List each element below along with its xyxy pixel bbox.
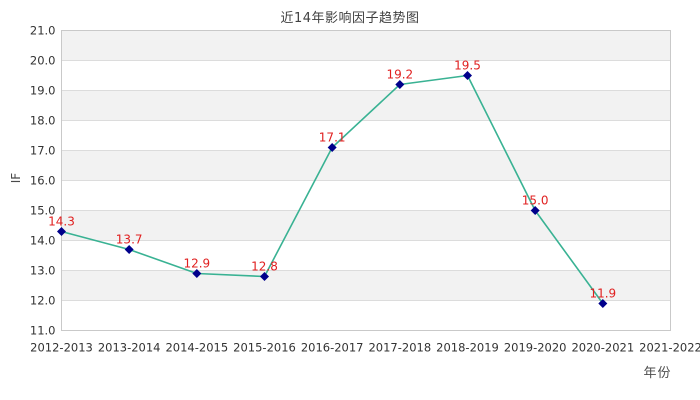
x-tick-label: 2018-2019: [436, 341, 499, 355]
y-tick-label: 15.0: [30, 204, 56, 218]
y-tick-label: 17.0: [30, 144, 56, 158]
y-tick-label: 11.0: [30, 324, 56, 338]
x-tick-label: 2013-2014: [98, 341, 161, 355]
data-point-value-label: 12.8: [251, 260, 278, 274]
x-tick-label: 2020-2021: [571, 341, 634, 355]
grid-band: [61, 120, 671, 151]
x-axis-title: 年份: [643, 366, 672, 381]
grid-band: [61, 180, 671, 211]
x-tick-label: 2015-2016: [233, 341, 296, 355]
y-tick-label: 13.0: [30, 264, 56, 278]
y-tick-label: 16.0: [30, 174, 56, 188]
y-tick-label: 14.0: [30, 234, 56, 248]
y-tick-label: 18.0: [30, 114, 56, 128]
grid-band: [61, 300, 671, 331]
y-axis-title: IF: [9, 172, 23, 184]
y-tick-label: 20.0: [30, 54, 56, 68]
data-point-marker: [327, 142, 337, 153]
data-point-value-label: 19.2: [386, 68, 413, 82]
grid-band: [61, 150, 671, 181]
grid-band: [61, 30, 671, 61]
grid-band: [61, 270, 671, 301]
data-point-value-label: 15.0: [522, 194, 549, 208]
y-tick-label: 19.0: [30, 84, 56, 98]
data-point-marker: [598, 298, 608, 309]
chart-title: 近14年影响因子趋势图: [280, 11, 420, 26]
grid-band: [61, 210, 671, 241]
data-point-value-label: 11.9: [589, 287, 616, 301]
x-tick-label: 2019-2020: [504, 341, 567, 355]
data-point-value-label: 17.1: [319, 131, 346, 145]
x-tick-label: 2017-2018: [368, 341, 431, 355]
data-point-marker: [192, 268, 202, 279]
data-point-value-label: 14.3: [48, 215, 75, 229]
x-tick-label: 2016-2017: [301, 341, 364, 355]
x-tick-label: 2012-2013: [30, 341, 93, 355]
y-tick-label: 12.0: [30, 294, 56, 308]
data-point-value-label: 12.9: [183, 257, 210, 271]
data-point-marker: [530, 205, 540, 216]
x-tick-label: 2014-2015: [165, 341, 228, 355]
data-point-marker: [124, 244, 134, 255]
grid-band: [61, 60, 671, 91]
data-point-value-label: 13.7: [116, 233, 143, 247]
plot-frame: [61, 30, 671, 331]
data-point-value-label: 19.5: [454, 59, 481, 73]
data-point-marker: [462, 70, 473, 81]
grid-band: [61, 240, 671, 271]
data-point-marker: [56, 226, 67, 237]
y-tick-label: 21.0: [30, 24, 56, 38]
data-point-marker: [395, 79, 405, 90]
data-point-marker: [259, 271, 270, 282]
x-tick-label: 2021-2022: [639, 341, 700, 355]
